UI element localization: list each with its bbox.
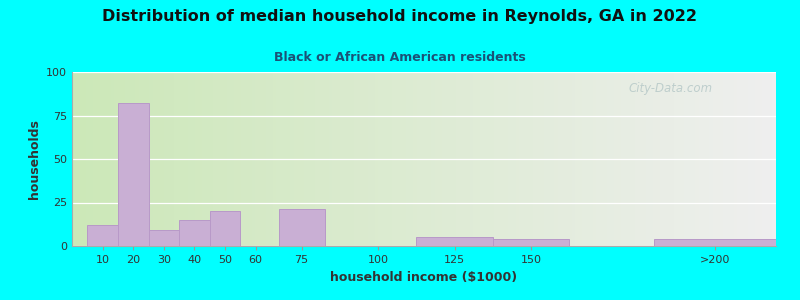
Text: City-Data.com: City-Data.com — [628, 82, 712, 95]
Bar — [118, 103, 149, 246]
X-axis label: household income ($1000): household income ($1000) — [330, 271, 518, 284]
Bar — [149, 230, 179, 246]
Bar — [87, 225, 118, 246]
Bar — [416, 237, 493, 246]
Bar — [654, 239, 776, 246]
Text: Distribution of median household income in Reynolds, GA in 2022: Distribution of median household income … — [102, 9, 698, 24]
Text: Black or African American residents: Black or African American residents — [274, 51, 526, 64]
Bar — [493, 239, 570, 246]
Bar — [210, 211, 240, 246]
Y-axis label: households: households — [27, 119, 41, 199]
Bar — [278, 209, 325, 246]
Bar — [179, 220, 210, 246]
